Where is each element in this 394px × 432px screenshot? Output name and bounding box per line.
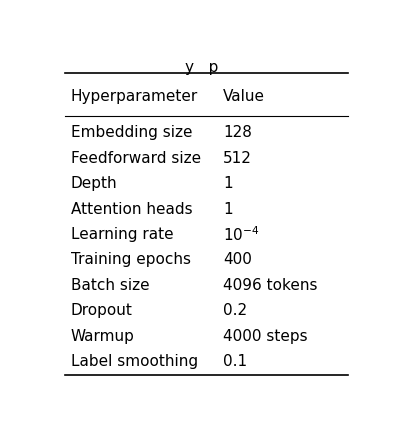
Text: y   p: y p [185, 60, 219, 75]
Text: Batch size: Batch size [71, 278, 149, 293]
Text: 4096 tokens: 4096 tokens [223, 278, 318, 293]
Text: Learning rate: Learning rate [71, 227, 173, 242]
Text: Label smoothing: Label smoothing [71, 354, 198, 369]
Text: Dropout: Dropout [71, 303, 132, 318]
Text: $10^{-4}$: $10^{-4}$ [223, 225, 260, 244]
Text: 1: 1 [223, 202, 233, 216]
Text: Depth: Depth [71, 176, 117, 191]
Text: Value: Value [223, 89, 265, 104]
Text: Attention heads: Attention heads [71, 202, 192, 216]
Text: Warmup: Warmup [71, 329, 134, 344]
Text: 1: 1 [223, 176, 233, 191]
Text: 400: 400 [223, 252, 252, 267]
Text: Embedding size: Embedding size [71, 125, 192, 140]
Text: 128: 128 [223, 125, 252, 140]
Text: Training epochs: Training epochs [71, 252, 191, 267]
Text: 0.1: 0.1 [223, 354, 247, 369]
Text: Hyperparameter: Hyperparameter [71, 89, 198, 104]
Text: 512: 512 [223, 151, 252, 166]
Text: Feedforward size: Feedforward size [71, 151, 201, 166]
Text: 4000 steps: 4000 steps [223, 329, 308, 344]
Text: 0.2: 0.2 [223, 303, 247, 318]
